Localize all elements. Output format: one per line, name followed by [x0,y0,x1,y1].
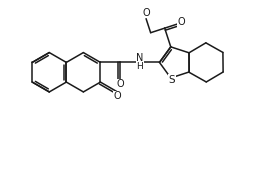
Text: N: N [136,54,143,64]
Text: O: O [178,17,186,27]
Text: S: S [168,75,175,85]
Text: O: O [116,79,124,89]
Text: O: O [142,8,150,18]
Text: H: H [136,62,143,71]
Text: O: O [114,91,122,101]
